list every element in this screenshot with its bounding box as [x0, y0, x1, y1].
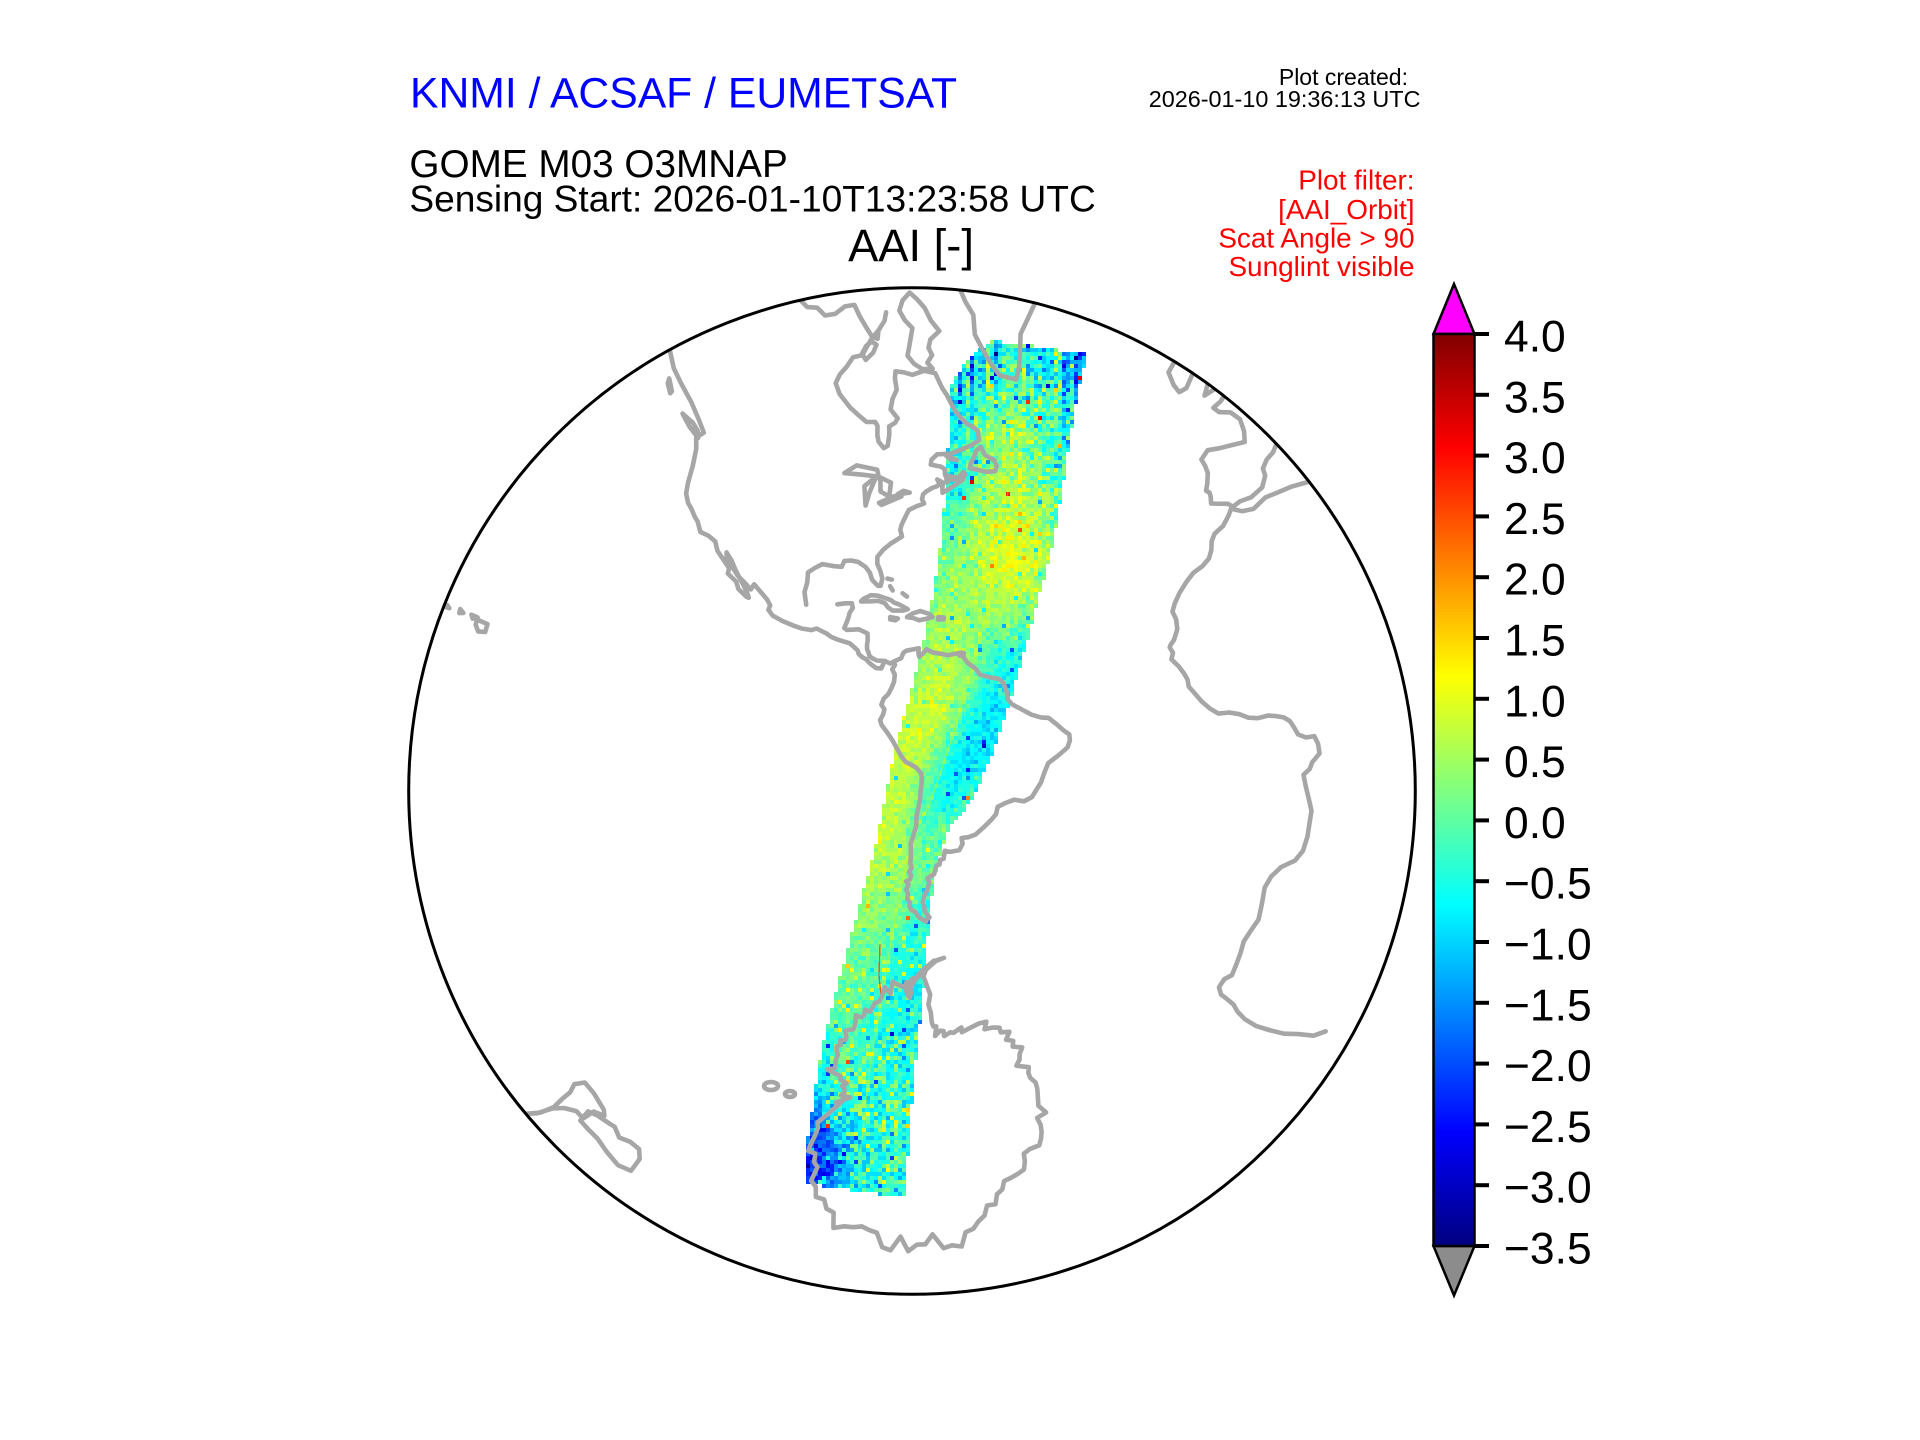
svg-text:1.0: 1.0: [1504, 677, 1566, 726]
svg-text:0.0: 0.0: [1504, 799, 1566, 848]
svg-text:AAI [-]: AAI [-]: [848, 220, 974, 271]
svg-text:−1.5: −1.5: [1504, 981, 1592, 1030]
svg-text:2.0: 2.0: [1504, 556, 1566, 605]
svg-text:3.0: 3.0: [1504, 434, 1566, 483]
svg-text:1.5: 1.5: [1504, 617, 1566, 666]
svg-text:−2.5: −2.5: [1504, 1103, 1592, 1152]
svg-text:−2.0: −2.0: [1504, 1042, 1592, 1091]
svg-text:−1.0: −1.0: [1504, 921, 1592, 970]
svg-text:KNMI / ACSAF / EUMETSAT: KNMI / ACSAF / EUMETSAT: [410, 70, 957, 118]
svg-text:[AAI_Orbit]: [AAI_Orbit]: [1278, 194, 1414, 225]
svg-text:0.5: 0.5: [1504, 738, 1566, 787]
svg-text:Plot filter:: Plot filter:: [1298, 165, 1414, 196]
svg-text:Scat Angle > 90: Scat Angle > 90: [1218, 223, 1414, 254]
svg-text:Plot created:: Plot created:: [1279, 64, 1408, 90]
svg-text:3.5: 3.5: [1504, 373, 1566, 422]
svg-text:2026-01-10 19:36:13 UTC: 2026-01-10 19:36:13 UTC: [1149, 86, 1421, 112]
svg-text:Sensing Start: 2026-01-10T13:2: Sensing Start: 2026-01-10T13:23:58 UTC: [409, 178, 1095, 220]
svg-text:GOME M03 O3MNAP: GOME M03 O3MNAP: [409, 143, 787, 186]
svg-text:Sunglint visible: Sunglint visible: [1228, 251, 1414, 282]
svg-text:4.0: 4.0: [1504, 313, 1566, 362]
svg-text:−0.5: −0.5: [1504, 860, 1592, 909]
svg-text:2.5: 2.5: [1504, 495, 1566, 544]
svg-text:−3.0: −3.0: [1504, 1164, 1592, 1213]
svg-text:−3.5: −3.5: [1504, 1225, 1592, 1274]
